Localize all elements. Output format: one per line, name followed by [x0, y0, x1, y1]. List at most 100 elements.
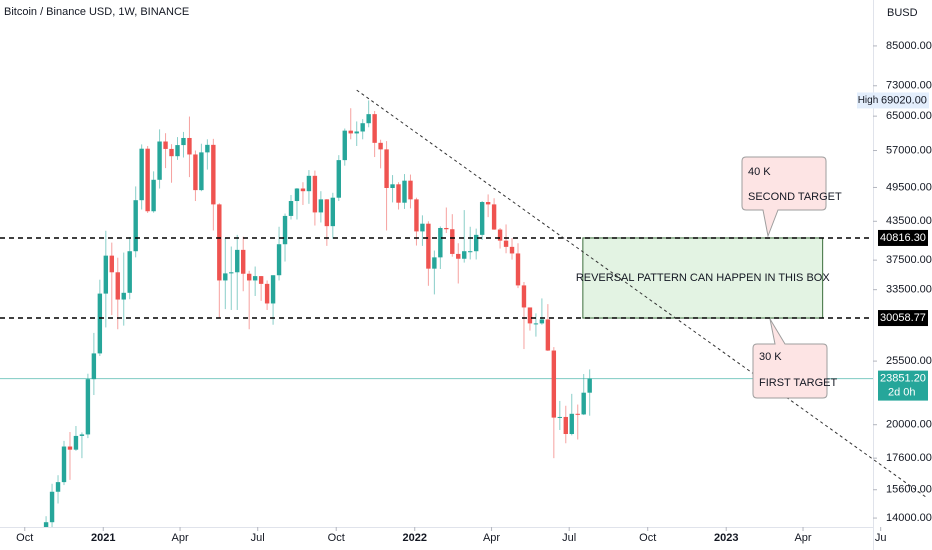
candle-body: [103, 255, 109, 294]
candle-body: [246, 273, 252, 281]
x-tick-label: Oct: [328, 532, 345, 544]
x-tick-label: 2023: [714, 532, 738, 544]
level-tag: [878, 310, 928, 327]
candle-body: [366, 114, 371, 124]
candle-body: [503, 240, 509, 247]
plot-area: [0, 100, 873, 527]
candle-body: [402, 180, 407, 203]
candle-body: [420, 223, 425, 232]
candle-body: [485, 202, 491, 205]
candle-body: [557, 416, 563, 418]
candle-body: [390, 184, 395, 188]
y-tick-label: 15600.00: [886, 484, 932, 496]
high-tag-name: High: [858, 95, 879, 106]
candle-body: [241, 249, 246, 274]
candle-body: [252, 276, 258, 281]
candle-body: [342, 130, 347, 161]
callout: 40 K SECOND TARGET: [741, 156, 842, 238]
callout: 30 K FIRST TARGET: [752, 318, 838, 399]
y-tick-label: 65000.00: [886, 110, 932, 122]
y-tick-label: 25500.00: [886, 355, 932, 367]
candle-body: [551, 350, 557, 418]
candle-body: [539, 319, 545, 324]
candle-body: [145, 148, 150, 212]
callout-text: SECOND TARGET: [748, 191, 842, 203]
candle-body: [276, 244, 282, 276]
callout-text: FIRST TARGET: [759, 377, 838, 389]
candle-body: [426, 223, 431, 269]
candle-body: [85, 379, 91, 435]
x-tick-label: Oct: [16, 532, 33, 544]
candle-body: [205, 144, 210, 153]
callout-box: [752, 318, 828, 399]
axis-unit: BUSD: [887, 7, 918, 19]
high-tag-name-bg: [857, 92, 879, 109]
candle-body: [229, 272, 234, 274]
candle-body: [372, 114, 377, 143]
candle-body: [360, 123, 365, 132]
y-tick-label: 37500.00: [886, 254, 932, 266]
candle-body: [408, 180, 413, 200]
callout-title: 40 K: [748, 166, 771, 178]
x-tick-label: Ju: [875, 532, 887, 544]
candle-body: [456, 253, 461, 259]
candle-body: [312, 175, 318, 213]
candle-body: [79, 434, 85, 436]
candle-body: [581, 392, 586, 415]
candle-body: [270, 275, 276, 304]
y-tick-label: 14000.00: [886, 512, 932, 524]
candle-body: [163, 141, 168, 149]
candle-body: [473, 234, 479, 252]
y-tick-label: 17600.00: [886, 452, 932, 464]
level-tag-label: 40816.30: [880, 232, 926, 244]
candle-body: [300, 188, 306, 192]
candle-body: [157, 141, 162, 180]
candle-body: [187, 137, 192, 155]
candle-body: [354, 131, 359, 134]
candle-body: [509, 246, 515, 254]
y-tick-label: 33500.00: [886, 284, 932, 296]
pattern-box-text: REVERSAL PATTERN CAN HAPPEN IN THIS BOX: [576, 272, 831, 284]
candle-body: [527, 307, 533, 324]
candle-body: [61, 446, 67, 483]
candle-body: [318, 199, 324, 213]
candle-body: [497, 229, 503, 241]
candle-body: [521, 285, 527, 308]
candle-body: [324, 199, 330, 227]
x-tick-label: Jul: [251, 532, 265, 544]
candle-body: [43, 522, 49, 527]
callout-title: 30 K: [759, 351, 782, 363]
candle-body: [306, 175, 312, 192]
candle-body: [258, 276, 264, 284]
candle-body: [217, 204, 222, 281]
candle-body: [97, 293, 103, 354]
candle-body: [569, 413, 574, 435]
candle-body: [336, 160, 341, 198]
candle-body: [151, 179, 156, 212]
level-tag: [878, 229, 928, 246]
x-tick-label: Apr: [794, 532, 811, 544]
drawings: REVERSAL PATTERN CAN HAPPEN IN THIS BOX: [0, 89, 927, 498]
x-tick-label: Apr: [171, 532, 188, 544]
last-price-tag: [878, 370, 928, 401]
x-tick-label: Apr: [483, 532, 500, 544]
pattern-box: [582, 237, 824, 319]
high-tag: [879, 92, 929, 109]
candle-body: [396, 184, 401, 203]
x-tick-label: Oct: [639, 532, 656, 544]
candle-body: [444, 227, 449, 230]
trend-line: [356, 89, 927, 498]
candle-body: [175, 145, 180, 157]
candle-body: [133, 200, 138, 252]
candle-body: [515, 253, 521, 286]
candle-body: [348, 130, 353, 134]
x-tick-label: Jul: [562, 532, 576, 544]
candle-body: [563, 416, 568, 435]
candle-body: [223, 273, 228, 281]
candle-body: [450, 229, 455, 254]
last-price-countdown: 2d 0h: [888, 386, 916, 398]
candle-body: [181, 137, 186, 146]
x-tick-label: 2022: [402, 532, 426, 544]
chart-title: Bitcoin / Binance USD, 1W, BINANCE: [4, 6, 189, 18]
